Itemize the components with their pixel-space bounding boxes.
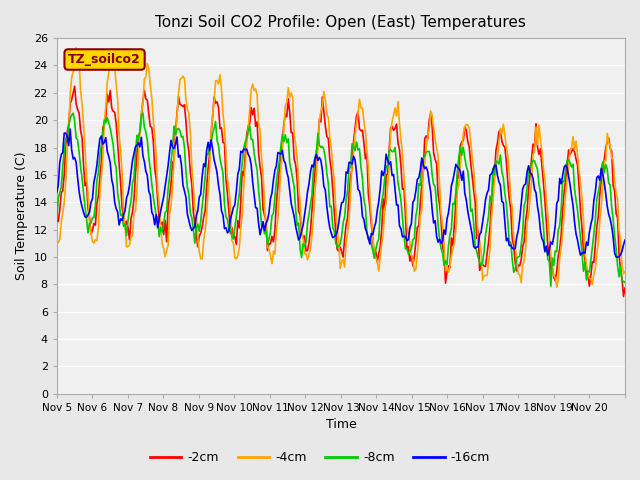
Title: Tonzi Soil CO2 Profile: Open (East) Temperatures: Tonzi Soil CO2 Profile: Open (East) Temp…: [156, 15, 526, 30]
X-axis label: Time: Time: [326, 419, 356, 432]
Legend: -2cm, -4cm, -8cm, -16cm: -2cm, -4cm, -8cm, -16cm: [145, 446, 495, 469]
Y-axis label: Soil Temperature (C): Soil Temperature (C): [15, 152, 28, 280]
Text: TZ_soilco2: TZ_soilco2: [68, 53, 141, 66]
